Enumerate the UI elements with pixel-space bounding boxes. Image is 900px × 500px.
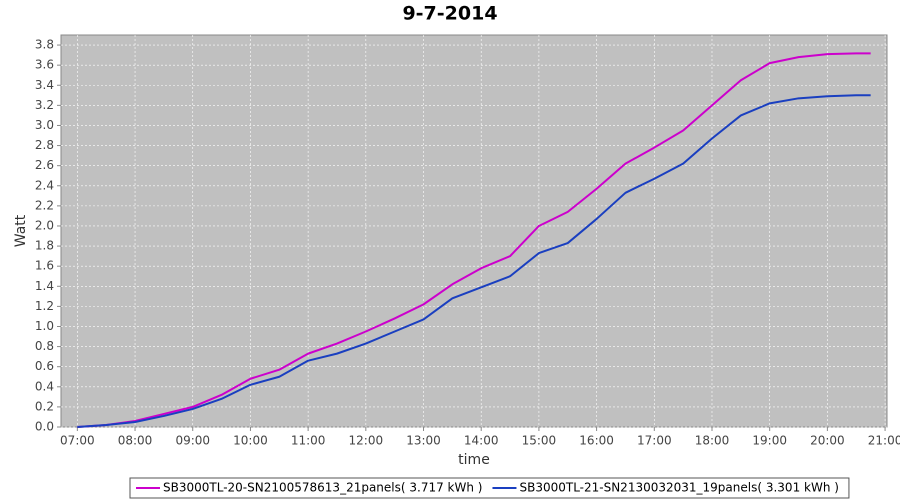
legend-box xyxy=(129,477,850,499)
y-tick-label: 3.2 xyxy=(35,98,54,112)
y-tick-label: 1.4 xyxy=(35,279,54,293)
x-tick-label: 10:00 xyxy=(233,434,268,448)
x-tick-label: 09:00 xyxy=(175,434,210,448)
chart-title: 9-7-2014 xyxy=(402,3,497,25)
y-tick-label: 0.4 xyxy=(35,379,54,393)
y-tick-label: 2.0 xyxy=(35,218,54,232)
y-tick-label: 3.0 xyxy=(35,118,54,132)
x-tick-label: 18:00 xyxy=(695,434,730,448)
y-tick-label: 0.8 xyxy=(35,339,54,353)
x-axis-label: time xyxy=(458,452,490,468)
y-axis-label: Watt xyxy=(13,214,29,247)
y-tick-label: 1.6 xyxy=(35,259,54,273)
y-tick-label: 3.6 xyxy=(35,58,54,72)
y-tick-label: 0.0 xyxy=(35,420,54,434)
x-tick-label: 16:00 xyxy=(579,434,614,448)
x-tick-label: 12:00 xyxy=(349,434,384,448)
y-tick-label: 3.4 xyxy=(35,78,54,92)
legend-label: SB3000TL-20-SN2100578613_21panels( 3.717… xyxy=(163,481,482,495)
y-tick-label: 0.6 xyxy=(35,359,54,373)
x-tick-label: 13:00 xyxy=(406,434,441,448)
x-tick-label: 19:00 xyxy=(752,434,787,448)
y-tick-label: 2.6 xyxy=(35,158,54,172)
x-tick-label: 21:00 xyxy=(868,434,900,448)
legend-label: SB3000TL-21-SN2130032031_19panels( 3.301… xyxy=(519,481,838,495)
y-tick-label: 0.2 xyxy=(35,399,54,413)
plot-area xyxy=(60,34,888,428)
y-tick-label: 2.4 xyxy=(35,178,54,192)
y-tick-label: 1.0 xyxy=(35,319,54,333)
y-tick-label: 3.8 xyxy=(35,38,54,52)
series-line xyxy=(77,94,871,428)
x-tick-label: 15:00 xyxy=(522,434,557,448)
y-tick-label: 2.8 xyxy=(35,138,54,152)
x-tick-label: 20:00 xyxy=(810,434,845,448)
y-tick-label: 1.2 xyxy=(35,299,54,313)
series-line xyxy=(77,52,871,428)
y-tick-label: 1.8 xyxy=(35,239,54,253)
x-tick-label: 14:00 xyxy=(464,434,499,448)
x-tick-label: 17:00 xyxy=(637,434,672,448)
x-tick-label: 11:00 xyxy=(291,434,326,448)
x-tick-label: 07:00 xyxy=(60,434,95,448)
x-tick-label: 08:00 xyxy=(118,434,153,448)
y-tick-label: 2.2 xyxy=(35,198,54,212)
